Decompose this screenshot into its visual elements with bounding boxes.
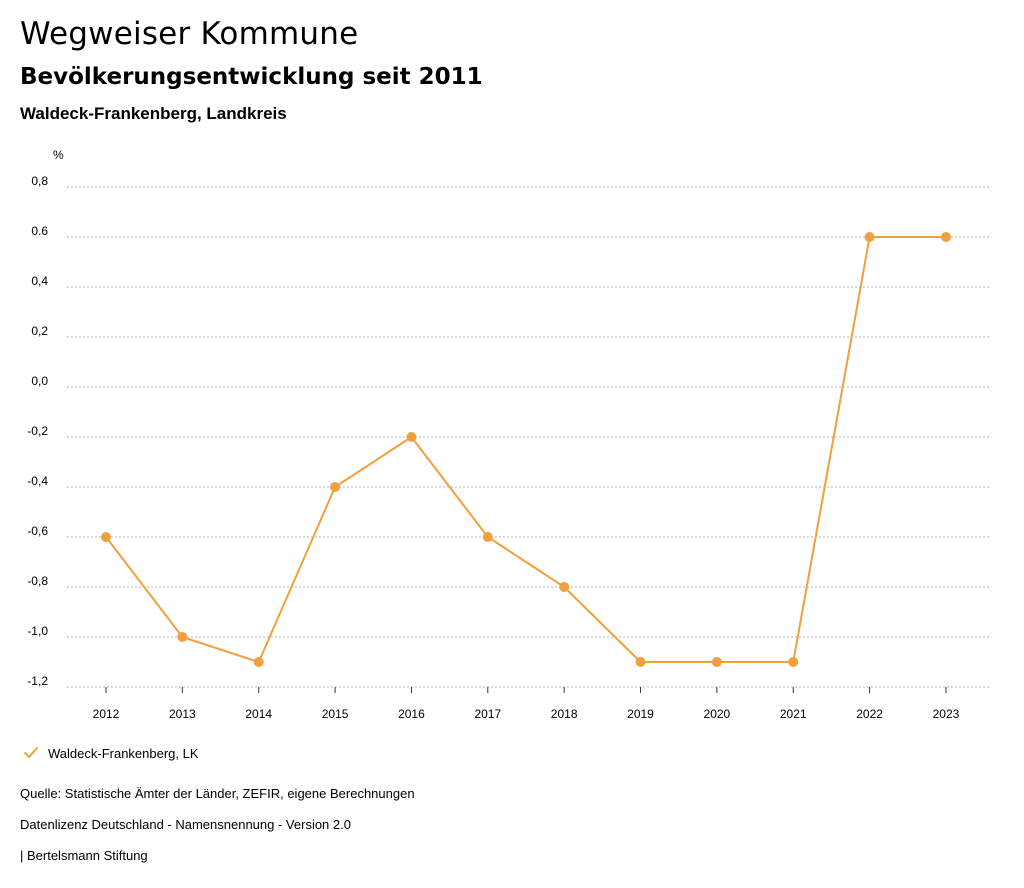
page-title: Wegweiser Kommune [20,16,359,52]
license-note: Datenlizenz Deutschland - Namensnennung … [20,817,351,832]
y-unit-label: % [53,148,64,162]
data-points [101,232,951,667]
x-tick-label: 2018 [551,707,578,721]
x-tick-label: 2015 [322,707,349,721]
data-point[interactable] [711,657,722,667]
y-tick-label: 0.6 [31,224,48,238]
y-tick-label: -1,2 [27,674,48,688]
data-point[interactable] [559,582,570,592]
chart-subtitle: Bevölkerungsentwicklung seit 2011 [20,64,483,90]
x-tick-label: 2023 [933,707,960,721]
x-tick-label: 2022 [856,707,883,721]
data-point[interactable] [788,657,799,667]
data-point[interactable] [940,232,951,242]
y-tick-label: -1,0 [27,624,48,638]
x-tick-label: 2017 [474,707,501,721]
x-tick-label: 2012 [93,707,120,721]
x-tick-label: 2016 [398,707,425,721]
region-name: Waldeck-Frankenberg, Landkreis [20,104,287,123]
y-tick-label: -0,6 [27,524,48,538]
y-tick-label: 0,4 [31,274,48,288]
y-tick-label: -0,8 [27,574,48,588]
checkmark-icon [24,747,38,758]
x-tick-label: 2013 [169,707,196,721]
line-chart: 0,8 0.6 0,4 0,2 0,0 -0,2 -0,4 -0,6 -0,8 -1,0 -1,2 2… [27,148,990,721]
y-tick-label: 0,0 [31,374,48,388]
y-tick-label: 0,8 [31,174,48,188]
x-tick-label: 2021 [780,707,807,721]
x-tick-label: 2019 [627,707,654,721]
legend-label: Waldeck-Frankenberg, LK [48,745,199,761]
data-point[interactable] [482,532,493,542]
data-point[interactable] [406,432,417,442]
x-tick-label: 2014 [245,707,272,721]
x-tick-label: 2020 [704,707,731,721]
axes: 0,8 0.6 0,4 0,2 0,0 -0,2 -0,4 -0,6 -0,8 -1,0 -1,2 2… [27,174,959,721]
data-point[interactable] [330,482,341,492]
source-note: Quelle: Statistische Ämter der Länder, Z… [20,786,415,801]
publisher-note: | Bertelsmann Stiftung [20,848,148,863]
y-tick-label: -0,4 [27,474,48,488]
data-point[interactable] [177,632,188,642]
series-line [105,236,946,663]
data-point[interactable] [635,657,646,667]
legend[interactable]: Waldeck-Frankenberg, LK [22,744,199,762]
series-line-waldeck-frankenberg-lk [105,236,946,663]
data-point[interactable] [253,657,264,667]
data-point[interactable] [101,532,111,542]
y-tick-label: -0,2 [27,424,48,438]
grid-lines [67,186,990,688]
y-tick-label: 0,2 [31,324,48,338]
data-point[interactable] [864,232,875,242]
